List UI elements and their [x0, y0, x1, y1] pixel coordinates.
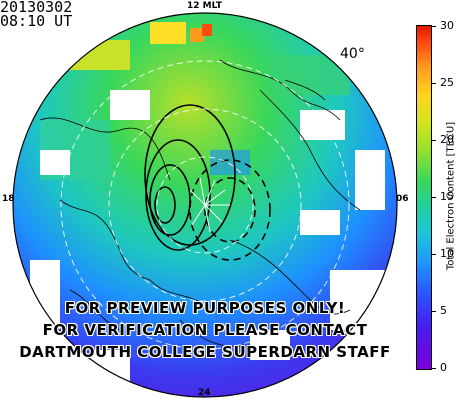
- colorbar-tick: [431, 311, 436, 312]
- colorbar-tick: [431, 26, 436, 27]
- mlt-label-right: 06: [396, 194, 409, 204]
- colorbar-tick-label: 5: [440, 304, 447, 317]
- latitude-label: 40°: [340, 46, 365, 62]
- mlt-label-left: 18: [2, 194, 15, 204]
- colorbar-tick: [431, 197, 436, 198]
- velocity-vectors: [189, 177, 230, 233]
- colorbar-tick: [431, 254, 436, 255]
- colorbar-tick: [431, 368, 436, 369]
- colorbar-tick-label: 20: [440, 133, 454, 146]
- convection-contours: [144, 104, 271, 261]
- coastlines: [39, 59, 361, 347]
- colorbar-tick: [431, 83, 436, 84]
- colorbar-tick-label: 30: [440, 19, 454, 32]
- mlt-label-bottom: 24: [198, 388, 211, 398]
- watermark-line-3: DARTMOUTH COLLEGE SUPERDARN STAFF: [19, 343, 391, 361]
- colorbar-tick-label: 15: [440, 190, 454, 203]
- watermark-line-1: FOR PREVIEW PURPOSES ONLY!: [64, 299, 346, 317]
- time-label: 08:10 UT: [0, 12, 73, 30]
- map-disk: [13, 13, 397, 397]
- colorbar-tick: [431, 140, 436, 141]
- mlt-label-top: 12 MLT: [187, 1, 222, 11]
- watermark-line-2: FOR VERIFICATION PLEASE CONTACT: [42, 321, 368, 339]
- colorbar-tick-label: 0: [440, 361, 447, 374]
- tec-patches: [30, 22, 390, 390]
- colorbar: [416, 25, 432, 370]
- latitude-circles: [60, 60, 350, 350]
- timestamp: 20130302 08:10 UT: [0, 0, 73, 30]
- colorbar-tick-label: 10: [440, 247, 454, 260]
- colorbar-tick-label: 25: [440, 76, 454, 89]
- date-label: 20130302: [0, 0, 73, 16]
- colorbar-title: Total Electron Content [TECU]: [445, 121, 457, 271]
- map-boundary: [12, 12, 398, 398]
